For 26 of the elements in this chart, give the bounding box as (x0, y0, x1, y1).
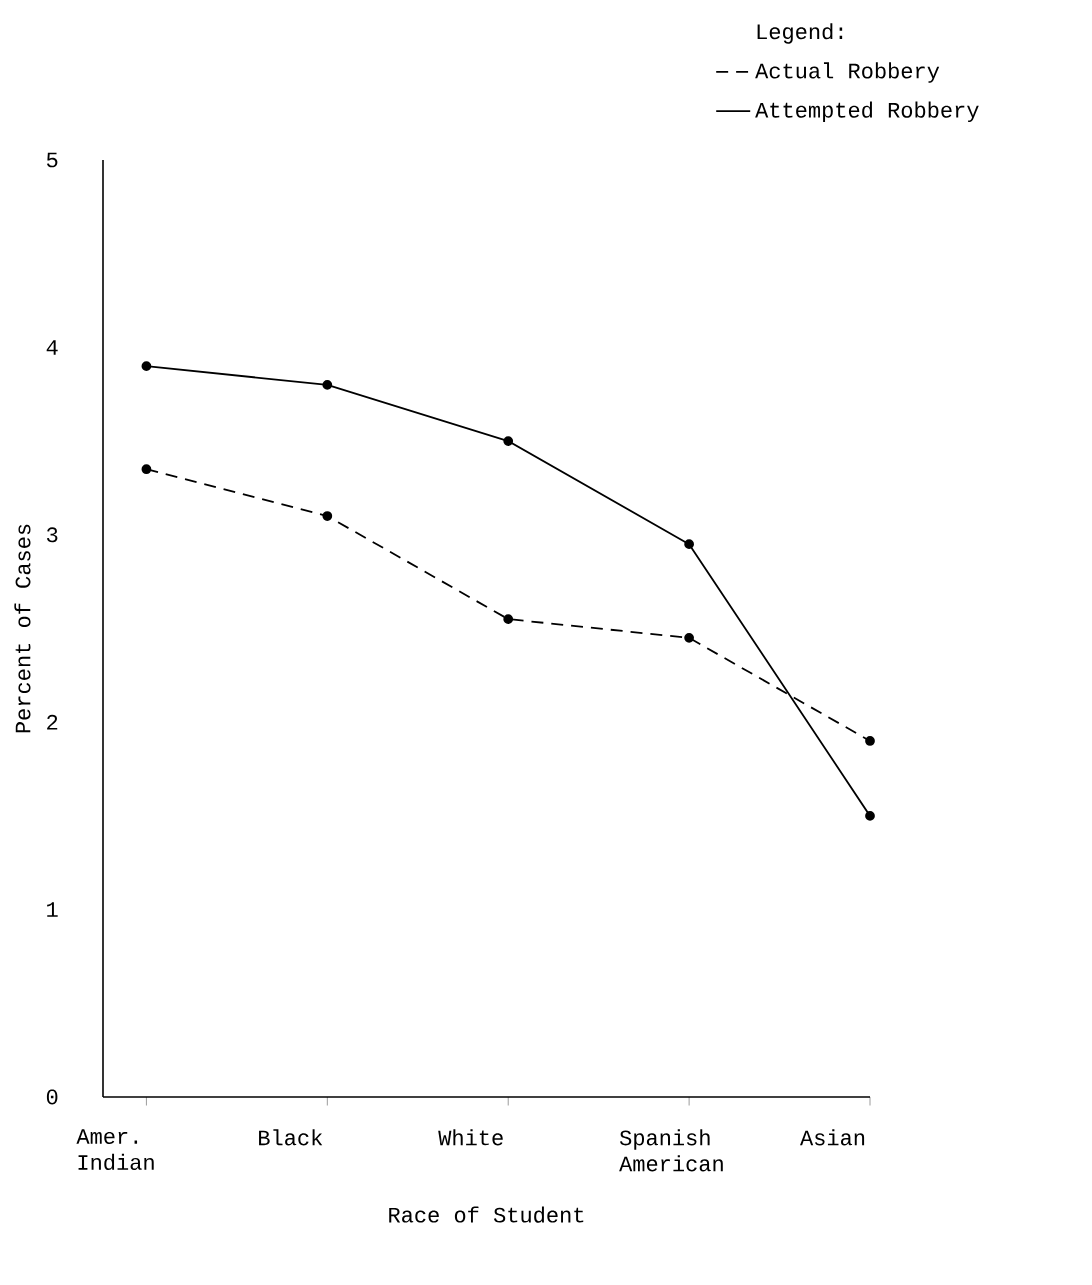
y-tick-label: 1 (47, 902, 58, 917)
point (865, 736, 875, 746)
point (503, 436, 514, 446)
y-tick-label: 2 (47, 714, 58, 730)
y-tick-label: 0 (46, 1089, 58, 1105)
point (141, 361, 152, 372)
x-tick-label: Asian (800, 1129, 865, 1146)
x-tick-label: Spanish American (619, 1129, 723, 1172)
point (322, 511, 333, 521)
y-tick-label: 4 (46, 340, 58, 355)
point (865, 811, 875, 821)
x-tick-label: Black (259, 1129, 323, 1146)
point (684, 539, 694, 550)
point (322, 379, 333, 390)
x-tick-label: Amer. Indian (76, 1129, 154, 1171)
y-tick-label: 3 (46, 527, 58, 543)
legend-title: Legend: (757, 23, 843, 44)
x-tick-label: White (438, 1129, 503, 1146)
x-axis-title: Race of Student (389, 1206, 584, 1223)
y-axis-title: Percent of Cases (14, 524, 31, 733)
point (503, 614, 514, 625)
legend-label: Actual Robbery (755, 62, 940, 83)
point (684, 632, 694, 643)
point (141, 464, 152, 475)
legend-label: Attempted Robbery (755, 101, 979, 123)
y-tick-label: 5 (46, 152, 58, 168)
